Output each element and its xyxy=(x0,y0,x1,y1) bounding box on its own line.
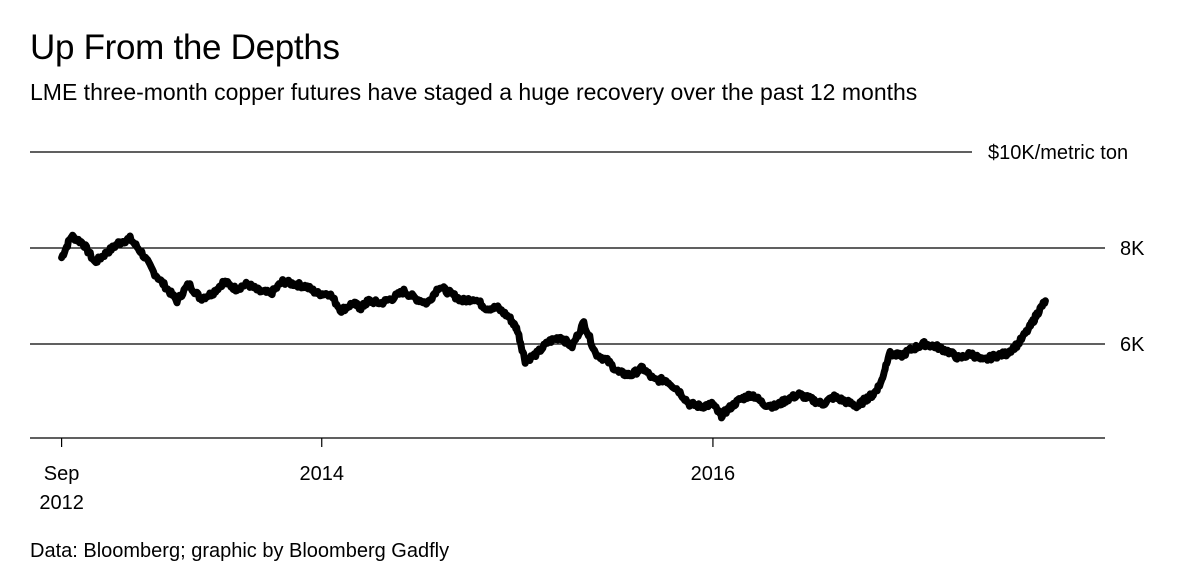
x-tick-label: 2014 xyxy=(299,463,344,485)
source-note: Data: Bloomberg; graphic by Bloomberg Ga… xyxy=(30,540,450,562)
series-line-copper xyxy=(58,231,1049,422)
x-tick-label: Sep xyxy=(44,463,80,485)
x-axis-ticks: Sep 2012 2014 2016 xyxy=(39,438,735,514)
gridlines xyxy=(30,151,1105,345)
y-tick-label: $10K/metric ton xyxy=(988,142,1128,164)
y-axis-labels: $10K/metric ton 8K 6K xyxy=(988,142,1145,356)
x-tick-label: 2016 xyxy=(691,463,736,485)
series-group xyxy=(58,231,1049,422)
x-tick-sublabel: 2012 xyxy=(39,492,84,514)
chart-subtitle: LME three-month copper futures have stag… xyxy=(30,79,918,105)
chart-title: Up From the Depths xyxy=(30,28,340,67)
y-tick-label: 6K xyxy=(1120,334,1145,356)
y-tick-label: 8K xyxy=(1120,238,1145,260)
